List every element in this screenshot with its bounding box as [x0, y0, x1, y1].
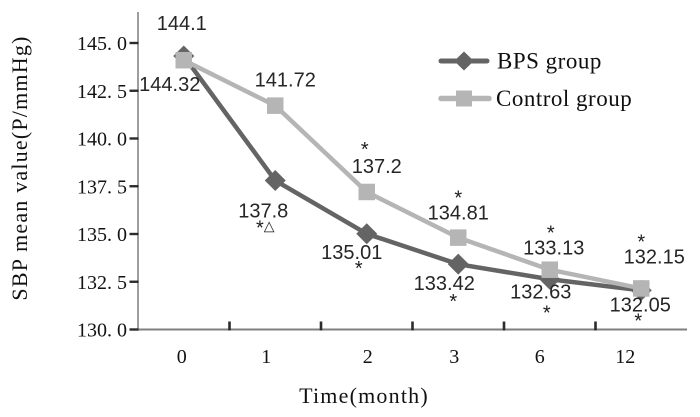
data-label: 137.8 [238, 201, 288, 223]
data-label: 141.72 [255, 70, 316, 92]
x-axis-title: Time(month) [299, 383, 429, 408]
legend: BPS group Control group [438, 49, 632, 111]
significance-mark: * [637, 231, 645, 253]
significance-mark: * [355, 258, 363, 280]
y-tick-label: 140. 0 [77, 129, 127, 151]
square-marker [358, 183, 375, 201]
square-marker [175, 51, 192, 69]
y-tick-label: 142. 5 [77, 81, 127, 103]
series-line-bps [181, 53, 644, 293]
y-tick-label: 135. 0 [77, 224, 127, 246]
square-marker [267, 97, 284, 114]
x-tick-label: 12 [615, 346, 635, 368]
diamond-marker [447, 253, 469, 275]
data-label: 132.63 [510, 281, 571, 303]
square-marker [450, 229, 467, 246]
x-tick-label: 1 [261, 346, 271, 368]
significance-mark: * [547, 223, 555, 245]
significance-mark: * [543, 302, 551, 324]
data-label: 134.81 [428, 203, 489, 225]
diamond-marker [264, 170, 286, 192]
data-label: 133.13 [523, 238, 584, 260]
x-tick-label: 2 [363, 346, 373, 368]
x-tick-label: 0 [177, 346, 187, 368]
diamond-marker [356, 223, 378, 245]
series-line-control [181, 57, 644, 291]
axes: 145. 0 142. 5 140. 0 137. 5 135. 0 132. 5 130.… [77, 12, 687, 368]
y-tick-label: 137. 5 [77, 176, 127, 198]
data-label: 133.42 [414, 273, 475, 295]
data-label: 135.01 [321, 242, 382, 264]
data-label: 137.2 [352, 156, 402, 178]
significance-mark: * [361, 139, 369, 161]
significance-mark: * [449, 291, 457, 313]
x-tick-label: 6 [535, 346, 545, 368]
legend-square-marker [456, 90, 472, 107]
legend-diamond-marker [454, 51, 474, 71]
series-layer [173, 45, 652, 301]
legend-label-control: Control group [496, 86, 632, 111]
y-tick-label: 145. 0 [77, 33, 127, 55]
y-tick-label: 132. 5 [77, 272, 127, 294]
data-label: 132.15 [624, 246, 685, 268]
data-label: 144.32 [139, 74, 200, 96]
square-marker [633, 280, 650, 297]
significance-mark: * [454, 188, 462, 210]
legend-label-bps: BPS group [497, 49, 602, 74]
significance-mark: *△ [256, 218, 275, 240]
data-label: 132.05 [610, 294, 671, 316]
y-axis-title: SBP mean value(P/mmHg) [7, 35, 32, 300]
data-label: 144.1 [157, 13, 207, 35]
y-tick-label: 130. 0 [77, 320, 127, 342]
significance-mark: * [634, 310, 642, 332]
x-tick-label: 3 [449, 346, 459, 368]
square-marker [541, 261, 558, 278]
